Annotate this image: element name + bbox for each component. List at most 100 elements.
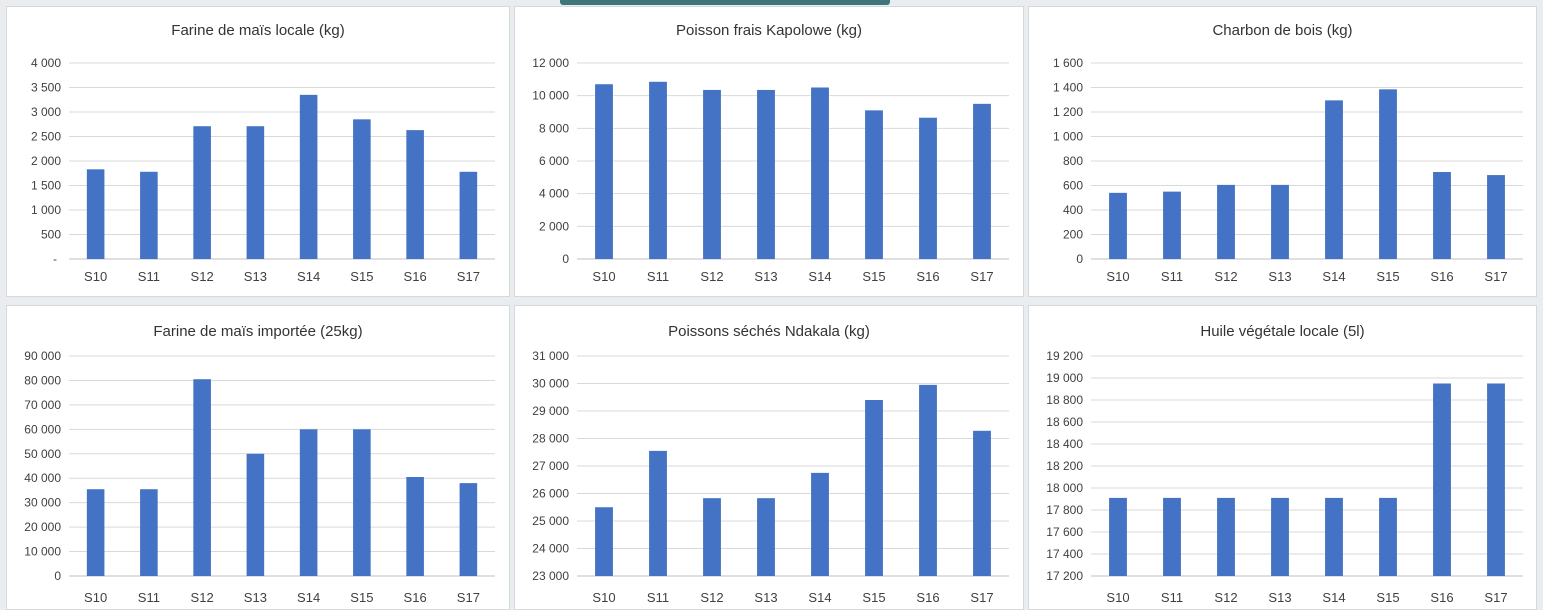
y-tick-label: 50 000 (24, 447, 61, 461)
bar-s12 (703, 89, 721, 259)
bar-chart-svg: Poisson frais Kapolowe (kg) 0 2 000 4 000 6 … (532, 22, 1009, 284)
y-tick-label: 0 (562, 252, 569, 266)
y-tick-label: 2 000 (31, 154, 61, 168)
chart-panel-huile-vegetale: Huile végétale locale (5l) 17 200 17 400 17… (1028, 305, 1537, 610)
x-tick-label: S14 (1322, 590, 1345, 605)
chart-title: Farine de maïs importée (25kg) (153, 323, 362, 340)
y-tick-label: 18 200 (1046, 459, 1083, 473)
x-tick-label: S12 (191, 590, 214, 605)
y-tick-label: 1 000 (31, 203, 61, 217)
bar-s13 (757, 89, 775, 259)
bar-s16 (1433, 383, 1451, 576)
x-tick-label: S15 (862, 590, 885, 605)
y-tick-label: 80 000 (24, 373, 61, 387)
y-tick-label: 18 400 (1046, 437, 1083, 451)
y-tick-label: 1 400 (1053, 81, 1083, 95)
bar-s15 (1379, 89, 1397, 260)
x-tick-label: S14 (808, 269, 831, 284)
bar-s16 (406, 477, 424, 576)
x-tick-label: S17 (970, 590, 993, 605)
bar-s14 (811, 87, 829, 259)
y-tick-label: 12 000 (532, 56, 569, 70)
x-tick-label: S15 (1376, 269, 1399, 284)
x-tick-label: S12 (1214, 269, 1237, 284)
bar-s11 (1163, 497, 1181, 576)
x-tick-label: S16 (404, 269, 427, 284)
x-tick-label: S11 (647, 269, 669, 284)
bar-s11 (649, 81, 667, 260)
x-tick-label: S13 (244, 269, 267, 284)
y-tick-label: 1 200 (1053, 105, 1083, 119)
x-tick-label: S12 (191, 269, 214, 284)
x-tick-label: S10 (84, 269, 107, 284)
bar-s17 (459, 483, 478, 576)
y-tick-label: 1 000 (1053, 130, 1083, 144)
y-tick-label: 17 600 (1046, 525, 1083, 539)
y-tick-label: 27 000 (532, 459, 569, 473)
bar-s16 (919, 117, 937, 259)
x-tick-label: S17 (457, 590, 480, 605)
bar-s15 (353, 429, 371, 576)
y-tick-label: 18 800 (1046, 393, 1083, 407)
y-tick-label: 1 600 (1053, 56, 1083, 70)
y-tick-label: 200 (1063, 228, 1083, 242)
bar-s10 (86, 169, 105, 259)
bar-s11 (140, 171, 158, 259)
y-tick-label: 500 (41, 228, 61, 242)
x-tick-label: S16 (1430, 269, 1453, 284)
x-tick-label: S13 (244, 590, 267, 605)
y-tick-label: 28 000 (532, 432, 569, 446)
x-tick-label: S14 (1322, 269, 1345, 284)
bar-s17 (973, 430, 991, 576)
bar-chart-svg: Huile végétale locale (5l) 17 200 17 400 17… (1046, 323, 1523, 605)
x-tick-label: S10 (592, 269, 615, 284)
bar-chart-svg: Farine de maïs importée (25kg) 0 10 000 20 … (24, 323, 495, 605)
x-tick-label: S10 (84, 590, 107, 605)
x-tick-label: S13 (754, 590, 777, 605)
bar-s15 (1379, 497, 1397, 576)
bar-s12 (1217, 184, 1235, 259)
chart-panel-farine-mais-importee: Farine de maïs importée (25kg) 0 10 000 20 … (6, 305, 510, 610)
bar-chart-svg: Poissons séchés Ndakala (kg) 23 000 24 000… (532, 323, 1009, 605)
y-tick-label: 29 000 (532, 404, 569, 418)
chart-panel-charbon-de-bois: Charbon de bois (kg) 0 200 400 600 800 1 000 1 … (1028, 6, 1537, 297)
x-tick-label: S13 (754, 269, 777, 284)
x-tick-label: S14 (297, 269, 320, 284)
x-tick-label: S17 (1484, 590, 1507, 605)
bar-s16 (1433, 172, 1451, 259)
bar-s13 (1271, 497, 1289, 576)
chart-title: Charbon de bois (kg) (1212, 22, 1352, 39)
bar-s17 (1487, 383, 1505, 576)
bar-s13 (1271, 184, 1289, 259)
x-tick-label: S15 (1376, 590, 1399, 605)
bar-s15 (865, 400, 883, 576)
x-tick-label: S15 (350, 590, 373, 605)
y-tick-label: 19 200 (1046, 349, 1083, 363)
y-tick-label: 2 500 (31, 130, 61, 144)
y-tick-label: 8 000 (539, 121, 569, 135)
chart-title: Huile végétale locale (5l) (1200, 323, 1364, 340)
y-tick-label: 800 (1063, 154, 1083, 168)
y-tick-label: 17 400 (1046, 547, 1083, 561)
y-tick-label: 60 000 (24, 422, 61, 436)
y-tick-label: 10 000 (532, 89, 569, 103)
bar-s12 (193, 379, 211, 576)
bar-s12 (193, 126, 211, 260)
y-tick-label: 30 000 (24, 496, 61, 510)
x-tick-label: S10 (592, 590, 615, 605)
y-tick-label: 18 000 (1046, 481, 1083, 495)
bar-s11 (649, 450, 667, 576)
bar-s14 (811, 472, 829, 576)
x-tick-label: S16 (916, 269, 939, 284)
y-tick-label: 1 500 (31, 179, 61, 193)
y-tick-label: 600 (1063, 179, 1083, 193)
y-tick-label: 10 000 (24, 545, 61, 559)
header-title-fragment (560, 0, 890, 5)
bar-s10 (1109, 192, 1127, 259)
bar-s16 (919, 384, 937, 576)
x-tick-label: S16 (916, 590, 939, 605)
x-tick-label: S16 (1430, 590, 1453, 605)
bar-s14 (1325, 497, 1343, 576)
y-tick-label: 6 000 (539, 154, 569, 168)
x-tick-label: S11 (1161, 269, 1183, 284)
